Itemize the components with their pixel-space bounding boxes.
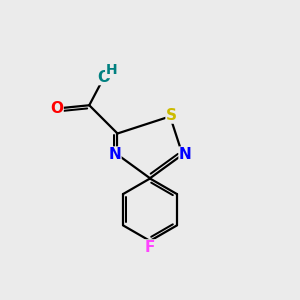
Text: F: F xyxy=(145,240,155,255)
Text: N: N xyxy=(179,147,192,162)
Text: O: O xyxy=(98,70,111,85)
Text: N: N xyxy=(108,147,121,162)
Text: H: H xyxy=(106,64,117,77)
Text: O: O xyxy=(50,101,63,116)
Text: S: S xyxy=(166,108,177,123)
